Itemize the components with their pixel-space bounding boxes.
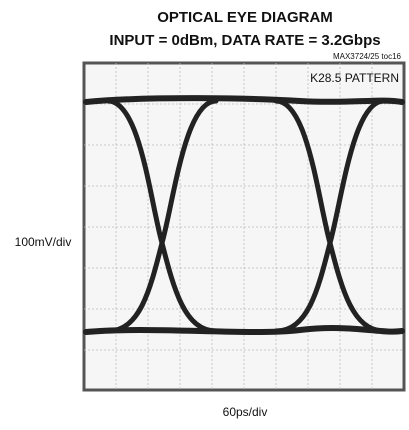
- grid: [84, 63, 404, 390]
- y-scale-label: 100mV/div: [15, 235, 72, 249]
- pattern-annotation: K28.5 PATTERN: [310, 71, 399, 85]
- title-line: INPUT = 0dBm, DATA RATE = 3.2Gbps: [109, 32, 380, 49]
- high-level-trace: [83, 95, 405, 105]
- rising-edge: [273, 98, 387, 334]
- title-line: OPTICAL EYE DIAGRAM: [157, 9, 333, 26]
- x-scale-label: 60ps/div: [223, 405, 268, 419]
- figure-id: MAX3724/25 toc16: [333, 52, 402, 61]
- scope-screen: K28.5 PATTERN: [82, 61, 406, 392]
- rising-edge: [105, 98, 219, 334]
- eye-traces: [83, 95, 405, 335]
